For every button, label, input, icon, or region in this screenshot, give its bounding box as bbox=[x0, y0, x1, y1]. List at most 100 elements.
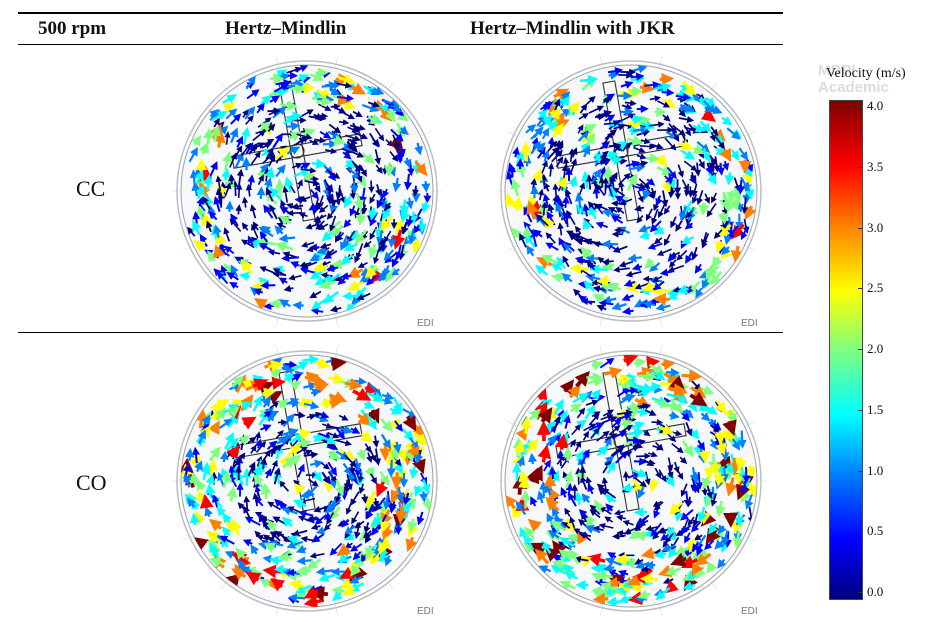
velocity-vector bbox=[379, 268, 387, 282]
velocity-vector bbox=[547, 140, 558, 152]
velocity-vector bbox=[698, 202, 710, 216]
velocity-vector bbox=[287, 131, 302, 142]
velocity-vector bbox=[578, 295, 593, 306]
header-rpm: 500 rpm bbox=[38, 18, 107, 39]
velocity-vector bbox=[598, 299, 614, 308]
velocity-vector bbox=[702, 99, 717, 114]
velocity-vector bbox=[252, 374, 264, 385]
velocity-vector bbox=[599, 153, 607, 163]
velocity-vector bbox=[253, 297, 268, 311]
velocity-vector bbox=[585, 132, 595, 147]
velocity-vector bbox=[631, 114, 644, 125]
velocity-vector bbox=[251, 223, 259, 239]
velocity-vector bbox=[308, 114, 325, 121]
velocity-vector bbox=[726, 190, 738, 204]
velocity-vector bbox=[698, 158, 705, 170]
velocity-vector bbox=[300, 167, 317, 174]
velocity-vector bbox=[596, 274, 611, 287]
velocity-vector bbox=[192, 219, 202, 236]
velocity-vector bbox=[310, 307, 324, 315]
velocity-vector bbox=[218, 418, 234, 430]
velocity-vector bbox=[257, 174, 264, 186]
velocity-vector bbox=[323, 477, 336, 494]
velocity-vector bbox=[677, 164, 684, 178]
velocity-vector bbox=[607, 282, 622, 293]
velocity-vector bbox=[561, 242, 573, 254]
velocity-vector bbox=[363, 400, 375, 409]
velocity-vector bbox=[328, 123, 342, 134]
velocity-vector bbox=[601, 586, 617, 597]
velocity-vector bbox=[607, 67, 624, 76]
velocity-vector bbox=[215, 231, 227, 245]
velocity-vector bbox=[594, 113, 606, 121]
velocity-vector bbox=[231, 180, 239, 197]
velocity-vector bbox=[692, 123, 706, 133]
velocity-vector bbox=[312, 261, 328, 273]
velocity-vector bbox=[639, 81, 655, 94]
velocity-vector bbox=[268, 154, 276, 167]
velocity-vector bbox=[338, 119, 350, 126]
velocity-vector bbox=[644, 81, 661, 89]
velocity-vector bbox=[633, 357, 647, 369]
velocity-vector bbox=[678, 115, 695, 123]
velocity-vector bbox=[211, 110, 228, 122]
velocity-vector bbox=[199, 493, 214, 509]
velocity-vector bbox=[574, 491, 584, 505]
velocity-vector bbox=[221, 167, 231, 181]
velocity-vector bbox=[533, 126, 544, 139]
velocity-vector bbox=[399, 125, 409, 136]
velocity-vector bbox=[329, 215, 337, 232]
velocity-vector bbox=[259, 231, 269, 243]
velocity-vector bbox=[286, 209, 302, 217]
velocity-vector bbox=[334, 572, 347, 582]
velocity-vector bbox=[400, 208, 411, 223]
velocity-vector bbox=[347, 167, 362, 180]
velocity-vector bbox=[667, 291, 679, 301]
velocity-vector bbox=[678, 109, 686, 118]
velocity-vector bbox=[281, 551, 292, 558]
velocity-vector bbox=[414, 142, 423, 156]
velocity-vector bbox=[191, 135, 202, 147]
velocity-vector bbox=[597, 256, 608, 266]
velocity-vector bbox=[274, 225, 285, 236]
velocity-vector bbox=[357, 472, 364, 484]
velocity-vector bbox=[709, 131, 716, 142]
velocity-vector bbox=[736, 179, 745, 195]
velocity-vector bbox=[541, 127, 550, 140]
velocity-vector bbox=[195, 184, 205, 200]
velocity-vector bbox=[356, 172, 363, 183]
velocity-vector bbox=[198, 141, 209, 155]
velocity-vector bbox=[676, 284, 690, 294]
velocity-vector bbox=[667, 185, 675, 199]
velocity-vector bbox=[621, 103, 633, 110]
velocity-vector bbox=[685, 210, 693, 219]
velocity-vector bbox=[254, 438, 263, 449]
velocity-vector bbox=[369, 226, 378, 241]
velocity-vector bbox=[192, 211, 201, 224]
velocity-vector bbox=[335, 185, 343, 200]
velocity-vector bbox=[552, 183, 559, 201]
velocity-vector bbox=[620, 80, 634, 89]
velocity-vector bbox=[622, 307, 634, 316]
velocity-vector bbox=[555, 156, 564, 168]
velocity-vector bbox=[583, 280, 596, 293]
velocity-vector bbox=[612, 245, 628, 253]
velocity-vector bbox=[421, 181, 431, 193]
velocity-vector bbox=[194, 169, 204, 185]
velocity-vector bbox=[403, 157, 412, 169]
velocity-vector bbox=[309, 252, 320, 262]
velocity-vector bbox=[672, 131, 680, 142]
velocity-vector bbox=[659, 378, 680, 391]
velocity-vector bbox=[278, 299, 291, 309]
velocity-vector bbox=[326, 264, 339, 273]
velocity-vector bbox=[368, 207, 379, 221]
velocity-vector bbox=[559, 95, 570, 107]
velocity-vector bbox=[378, 238, 388, 246]
velocity-vector bbox=[574, 192, 584, 209]
velocity-vector bbox=[610, 215, 624, 224]
velocity-vector bbox=[704, 193, 711, 205]
velocity-vector bbox=[720, 467, 729, 483]
velocity-vector bbox=[291, 202, 304, 210]
velocity-vector bbox=[394, 505, 408, 524]
velocity-vector bbox=[283, 284, 294, 293]
